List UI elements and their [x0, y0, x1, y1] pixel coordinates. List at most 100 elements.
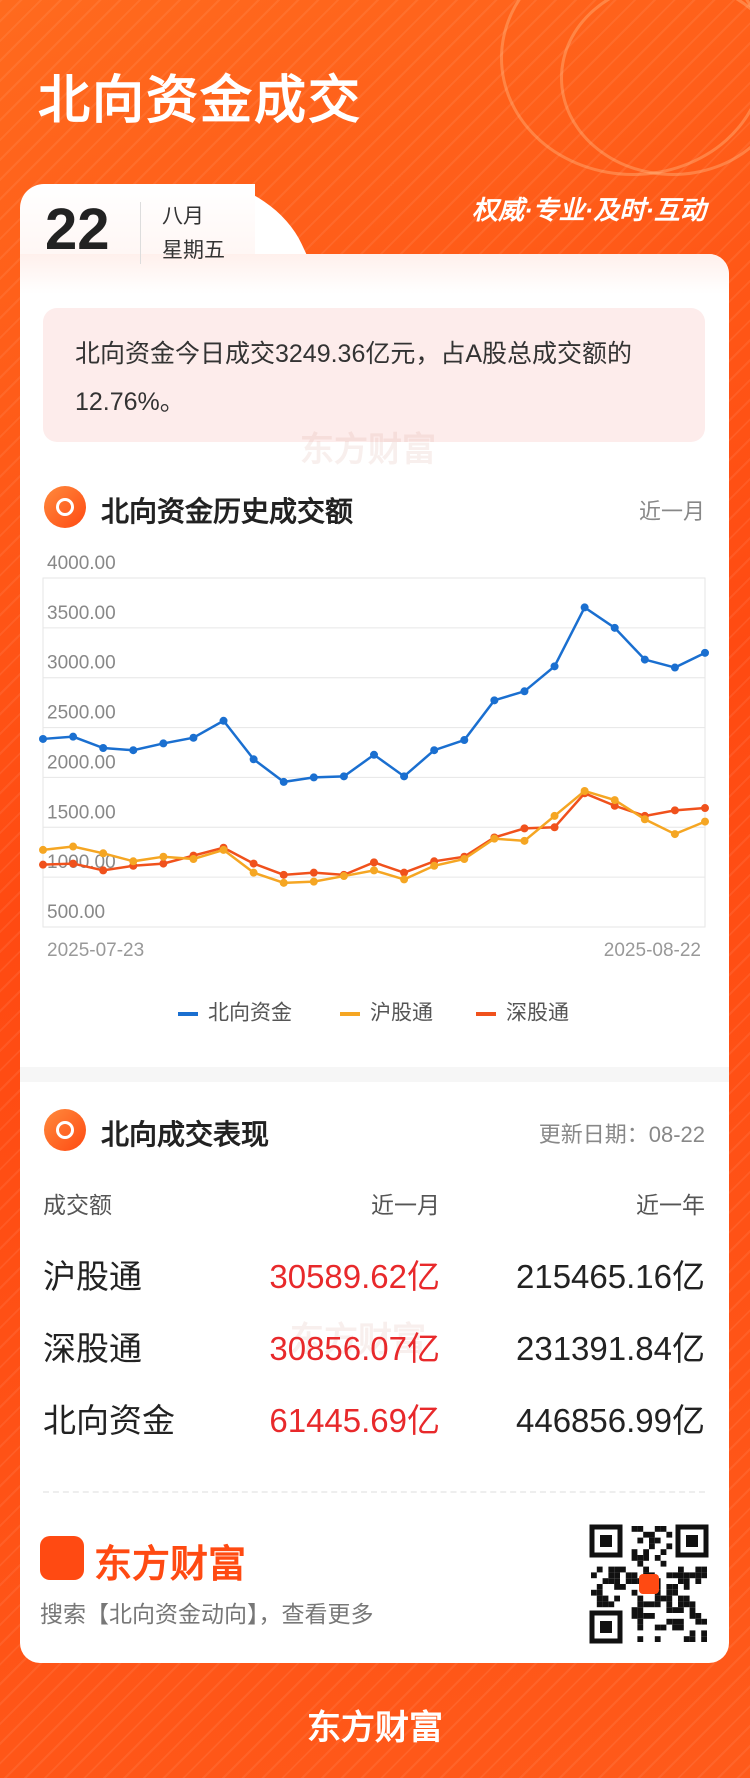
card — [20, 254, 729, 1663]
period: 近一月 — [638, 499, 705, 524]
qr-module — [631, 1613, 638, 1619]
data-point — [159, 739, 168, 748]
qr-module — [672, 1624, 678, 1631]
qr-module — [602, 1578, 609, 1584]
qr-module — [637, 1636, 644, 1642]
data-point — [99, 744, 108, 753]
qr-module — [666, 1543, 673, 1550]
qr-module — [689, 1572, 696, 1579]
y-tick-label: 2500.00 — [47, 703, 116, 724]
data-point — [370, 866, 378, 875]
qr-module — [666, 1572, 673, 1579]
page-title: 北向资金成交 — [38, 72, 363, 130]
search-hint: 搜索【北向资金动向】，查看更多 — [40, 1601, 374, 1627]
qr-module — [614, 1572, 620, 1579]
qr-logo — [639, 1574, 659, 1594]
table-header: 近一月 — [371, 1192, 440, 1218]
table-cell: 231391.84亿 — [516, 1330, 705, 1367]
data-point — [701, 804, 709, 813]
qr-module — [608, 1601, 615, 1608]
data-point — [400, 868, 409, 877]
dashed-line — [43, 1491, 705, 1493]
logo-icon — [40, 1536, 84, 1580]
data-point — [520, 824, 529, 833]
table-cell: 深股通 — [43, 1330, 142, 1367]
data-point — [400, 875, 409, 884]
qr-module — [631, 1526, 638, 1532]
qr-module — [637, 1601, 644, 1608]
data-point — [129, 857, 138, 866]
qr-finder — [675, 1524, 709, 1558]
qr-module — [614, 1578, 620, 1584]
qr-module — [649, 1601, 655, 1608]
weekday: 星期五 — [162, 239, 225, 262]
qr-module — [596, 1589, 603, 1596]
divider — [140, 202, 141, 264]
qr-module — [602, 1595, 609, 1602]
data-point — [550, 662, 559, 671]
legend-label: 北向资金 — [208, 1002, 292, 1025]
data-point — [670, 830, 679, 839]
data-point — [610, 796, 619, 805]
qr-module — [666, 1601, 673, 1608]
chart: 500.00 1000.00 1500.00 2000.00 2500.00 3000.0… — [39, 553, 709, 1025]
summary-text: 北向资金今日成交3249.36亿元，占A股总成交额的12.76%。 — [75, 340, 633, 416]
qr-module — [672, 1607, 678, 1613]
table-cell: 北向资金 — [43, 1402, 175, 1439]
qr-module — [637, 1555, 644, 1561]
qr-module — [649, 1543, 655, 1550]
qr-module — [631, 1549, 638, 1555]
data-point — [400, 772, 409, 781]
data-point — [490, 696, 499, 705]
qr-finder — [600, 1535, 612, 1547]
qr-module — [678, 1601, 684, 1608]
qr-module — [678, 1572, 684, 1579]
qr-module — [649, 1613, 655, 1619]
data-point — [520, 687, 529, 696]
y-tick-label: 4000.00 — [47, 553, 116, 574]
qr-module — [672, 1618, 678, 1625]
update-date: 更新日期：08-22 — [538, 1122, 705, 1147]
qr-module — [614, 1595, 620, 1602]
data-point — [189, 733, 198, 742]
month: 八月 — [162, 205, 204, 228]
x-tick-label: 2025-07-23 — [47, 940, 144, 961]
qr-module — [643, 1566, 649, 1573]
qr-module — [695, 1566, 702, 1573]
qr-module — [614, 1566, 620, 1573]
qr-module — [666, 1531, 673, 1538]
qr-code — [589, 1524, 709, 1644]
qr-finder — [589, 1524, 623, 1558]
summary-box — [43, 308, 705, 442]
qr-module — [683, 1584, 690, 1590]
qr-module — [654, 1595, 661, 1602]
data-point — [249, 755, 258, 764]
qr-module — [643, 1613, 649, 1619]
data-point — [550, 823, 559, 832]
qr-module — [654, 1555, 661, 1561]
data-point — [39, 734, 47, 743]
data-point — [460, 736, 469, 745]
data-point — [339, 872, 348, 881]
qr-module — [596, 1584, 603, 1590]
data-point — [640, 815, 649, 824]
qr-module — [678, 1566, 684, 1573]
data-point — [430, 861, 439, 870]
data-point — [219, 716, 228, 725]
qr-module — [608, 1572, 615, 1579]
data-point — [39, 845, 47, 854]
table-cell: 30589.62亿 — [269, 1258, 440, 1295]
qr-module — [666, 1584, 673, 1590]
qr-module — [666, 1595, 673, 1602]
qr-module — [678, 1618, 684, 1625]
table-cell: 215465.16亿 — [516, 1258, 705, 1295]
data-point — [129, 746, 138, 755]
qr-module — [625, 1572, 632, 1579]
qr-module — [614, 1584, 620, 1590]
qr-module — [596, 1601, 603, 1608]
data-point — [309, 868, 318, 877]
data-point — [249, 868, 258, 877]
legend-label: 深股通 — [506, 1002, 569, 1025]
data-point — [580, 786, 589, 795]
qr-module — [637, 1526, 644, 1532]
